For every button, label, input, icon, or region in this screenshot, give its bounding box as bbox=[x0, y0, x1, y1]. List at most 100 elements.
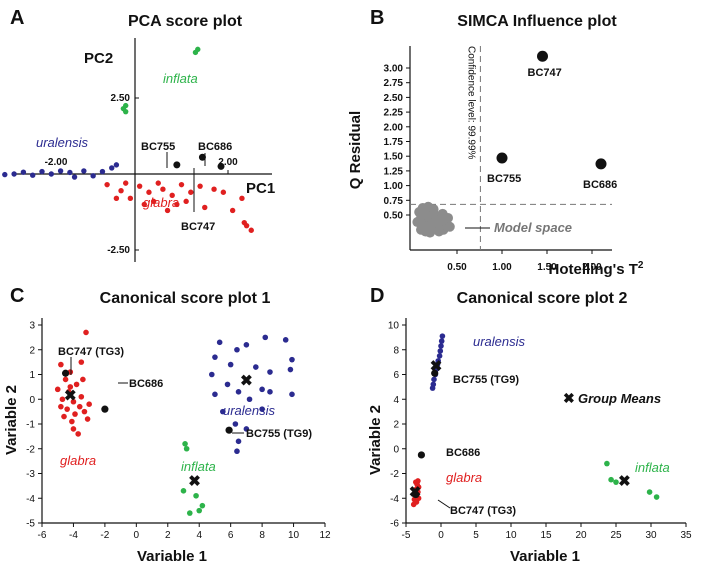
group-label: uralensis bbox=[223, 403, 276, 418]
data-point-uralensis bbox=[289, 391, 295, 398]
data-point-uralensis bbox=[267, 389, 273, 395]
data-point-uralensis bbox=[289, 356, 295, 363]
group-label: glabra bbox=[143, 195, 179, 210]
data-point-glabra bbox=[169, 192, 175, 198]
data-point-glabra bbox=[58, 361, 64, 368]
x-tick-label: 8 bbox=[259, 530, 265, 541]
x-tick-label: 5 bbox=[473, 530, 479, 541]
data-point-glabra bbox=[178, 181, 185, 188]
x-tick-label: 1.50 bbox=[537, 262, 557, 273]
data-point-glabra bbox=[73, 381, 80, 388]
data-point-uralensis bbox=[212, 391, 218, 398]
group-mean-marker: ✖ bbox=[430, 358, 443, 375]
data-point-glabra bbox=[127, 195, 134, 202]
x-tick-label: 2 bbox=[165, 530, 171, 541]
data-point-glabra bbox=[72, 411, 78, 417]
data-point-inflata bbox=[613, 479, 619, 485]
y-tick-label: 8 bbox=[393, 345, 399, 356]
y-tick-label: 1 bbox=[29, 370, 35, 381]
data-point-uralensis bbox=[232, 421, 239, 427]
data-point-glabra bbox=[202, 204, 208, 211]
data-point-glabra bbox=[123, 180, 129, 186]
data-point-outliers bbox=[101, 405, 109, 413]
group-mean-marker: ✖ bbox=[240, 373, 253, 390]
y-tick-label: 2 bbox=[393, 420, 399, 431]
data-point-glabra bbox=[81, 408, 88, 415]
model-space-point bbox=[434, 226, 444, 237]
data-point-glabra bbox=[413, 479, 419, 485]
group-means: ✖ ✖ ✖ bbox=[64, 373, 253, 490]
data-point-outliers bbox=[173, 161, 181, 169]
y-tick-label: 0 bbox=[393, 444, 399, 455]
x-axis-label: PC1 bbox=[246, 180, 275, 197]
x-tick-label: 20 bbox=[575, 530, 587, 541]
y-tick-label: 3.00 bbox=[384, 64, 404, 75]
data-point-glabra bbox=[75, 431, 81, 437]
y-tick-label: 2 bbox=[29, 345, 35, 356]
data-point-uralensis bbox=[438, 338, 445, 344]
data-point-glabra bbox=[83, 329, 89, 336]
y-tick-label: -1 bbox=[26, 420, 35, 431]
data-point-uralensis bbox=[67, 169, 73, 176]
data-point-uralensis bbox=[20, 169, 27, 175]
data-point-uralensis bbox=[57, 168, 64, 174]
annotation-line bbox=[437, 499, 451, 509]
panel-c: C Canonical score plot 1 -6 -4 -2 0 2 4 6 8 10 12… bbox=[3, 285, 331, 565]
axes: -5 0 5 10 15 20 25 30 35 -6 -4 -2 0 2 4 6 8 10 bbox=[388, 318, 692, 541]
y-tick-label: 2.50 bbox=[111, 93, 131, 104]
data-point-uralensis bbox=[243, 342, 250, 348]
data-point-uralensis bbox=[429, 385, 436, 391]
y-tick-label: -2.50 bbox=[107, 245, 130, 256]
model-space-point bbox=[428, 204, 439, 215]
y-tick-label: 10 bbox=[388, 321, 400, 332]
point-label: BC686 bbox=[583, 179, 617, 191]
annotation-label: BC755 bbox=[141, 141, 175, 153]
data-point-glabra bbox=[113, 195, 120, 202]
x-tick-label: 10 bbox=[288, 530, 300, 541]
data-point-glabra bbox=[146, 189, 152, 195]
panel-letter: B bbox=[370, 7, 384, 29]
confidence-lines bbox=[410, 46, 612, 250]
chart-title: SIMCA Influence plot bbox=[457, 13, 617, 30]
y-tick-label: 0.75 bbox=[384, 196, 404, 207]
data-point-glabra bbox=[84, 416, 91, 422]
data-point-inflata bbox=[608, 476, 614, 483]
data-point-uralensis bbox=[81, 168, 87, 174]
y-axis-label: Variable 2 bbox=[3, 385, 20, 455]
group-label: inflata bbox=[181, 459, 216, 474]
panel-letter: D bbox=[370, 285, 384, 307]
data-point-uralensis bbox=[212, 354, 218, 360]
influence-point bbox=[496, 152, 508, 164]
data-point-glabra bbox=[67, 384, 74, 390]
data-point-uralensis bbox=[220, 408, 226, 415]
data-point-uralensis bbox=[109, 165, 115, 171]
data-point-uralensis bbox=[436, 353, 443, 359]
data-point-glabra bbox=[241, 219, 247, 226]
data-point-uralensis bbox=[99, 168, 106, 175]
data-point-uralensis bbox=[259, 406, 265, 412]
x-tick-label: 12 bbox=[319, 530, 331, 541]
data-point-uralensis bbox=[438, 343, 444, 349]
data-point-uralensis bbox=[434, 361, 441, 368]
data-point-outliers bbox=[417, 451, 425, 459]
legend: ✖ Group Means bbox=[563, 390, 661, 406]
y-tick-label: 2.50 bbox=[384, 93, 404, 104]
group-label: inflata bbox=[163, 71, 198, 86]
legend-marker: ✖ bbox=[563, 390, 575, 406]
y-tick-label: 2.25 bbox=[384, 108, 404, 119]
y-tick-label: 0.50 bbox=[384, 211, 404, 222]
point-label: BC747 bbox=[528, 67, 562, 79]
chart-title: Canonical score plot 1 bbox=[100, 290, 271, 307]
x-tick-label: 0.50 bbox=[447, 262, 467, 273]
data-point-outliers bbox=[412, 490, 420, 499]
data-point-inflata bbox=[196, 507, 203, 514]
data-point-outliers bbox=[61, 369, 70, 377]
group-mean-marker: ✖ bbox=[64, 388, 77, 405]
x-tick-label: 30 bbox=[645, 530, 657, 541]
y-tick-label: -5 bbox=[26, 519, 35, 530]
y-tick-label: 1.00 bbox=[384, 181, 404, 192]
data-point-glabra bbox=[104, 181, 110, 188]
data-point-glabra bbox=[76, 403, 83, 410]
data-point-glabra bbox=[136, 183, 143, 189]
